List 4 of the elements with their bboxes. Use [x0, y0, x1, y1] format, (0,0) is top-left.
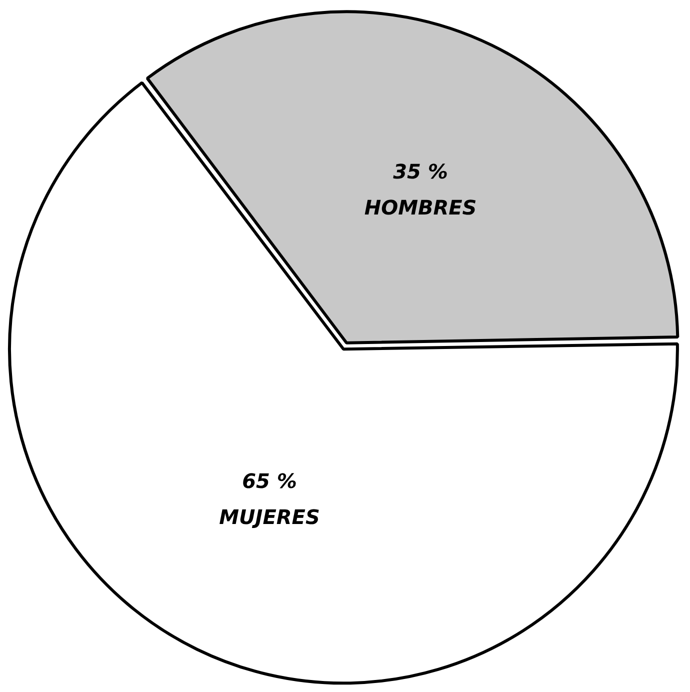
data-label: 35 % [393, 159, 448, 184]
data-label: 65 % [242, 469, 297, 494]
slice-label: MUJERES [219, 505, 320, 530]
slice-label: HOMBRES [364, 195, 477, 220]
